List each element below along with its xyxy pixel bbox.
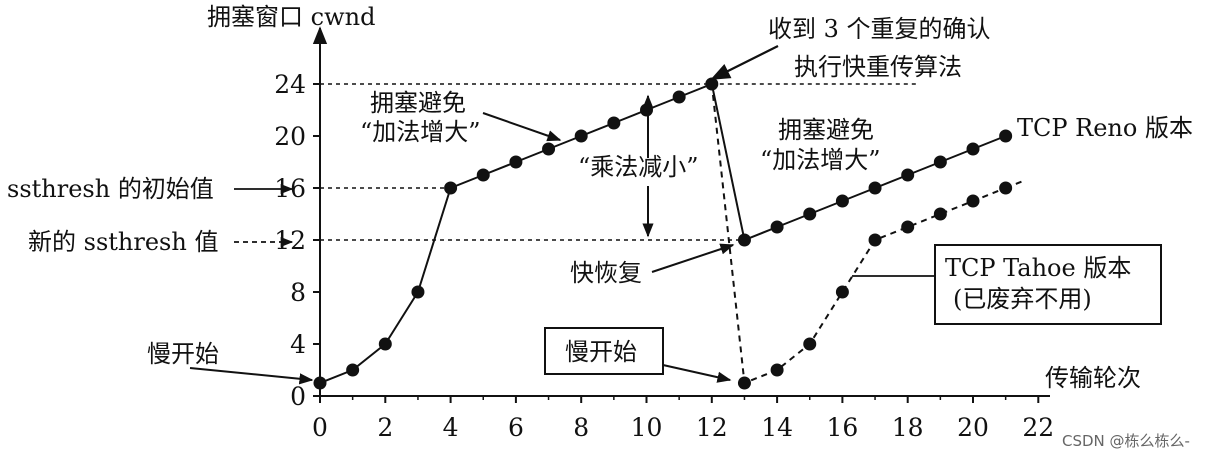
- data-point-reno: [574, 129, 588, 143]
- data-point-reno: [509, 155, 523, 169]
- data-point-reno: [672, 90, 686, 104]
- data-point-reno: [411, 285, 425, 299]
- annotation-ca-left-line2: “加法增大”: [360, 118, 481, 146]
- x-tick-label: 8: [573, 413, 589, 442]
- annotation-ssthresh-initial: ssthresh 的初始值: [7, 175, 214, 203]
- data-point-reno: [803, 207, 817, 221]
- x-tick-label: 0: [312, 413, 328, 442]
- x-tick-label: 20: [957, 413, 989, 442]
- x-tick-label: 16: [826, 413, 858, 442]
- annotation-triple-ack-line2: 执行快重传算法: [794, 53, 962, 81]
- data-point-reno: [770, 220, 784, 234]
- y-axis-title: 拥塞窗口 cwnd: [207, 3, 375, 31]
- watermark: CSDN @栋么栋么-: [1062, 432, 1190, 450]
- data-point-tahoe: [803, 337, 817, 351]
- y-tick-label: 0: [290, 382, 306, 411]
- data-point-reno: [901, 168, 915, 182]
- data-point-reno: [737, 233, 751, 247]
- annotation-mult-decrease: “乘法减小”: [578, 153, 699, 181]
- legend-box-tahoe: [934, 244, 1162, 325]
- x-tick-label: 22: [1022, 413, 1054, 442]
- data-point-tahoe: [901, 220, 915, 234]
- y-tick-label: 24: [274, 70, 306, 99]
- x-tick-label: 4: [443, 413, 459, 442]
- data-point-reno: [640, 103, 653, 117]
- x-tick-label: 2: [377, 413, 393, 442]
- y-tick-label: 12: [274, 226, 306, 255]
- data-point-reno: [607, 116, 621, 130]
- data-point-reno: [999, 129, 1013, 143]
- x-tick-label: 12: [696, 413, 728, 442]
- data-point-tahoe: [737, 376, 751, 390]
- data-point-tahoe: [835, 285, 849, 299]
- annotation-arrow-triple-ack: [710, 45, 779, 80]
- x-tick-label: 18: [892, 413, 924, 442]
- annotation-arrow-ca-left: [482, 112, 562, 142]
- annotation-slow-start-left: 慢开始: [147, 340, 219, 368]
- annotation-ca-right-line1: 拥塞避免: [778, 116, 874, 144]
- annotation-arrow-slow-start-box: [662, 364, 732, 383]
- data-point-reno: [444, 181, 458, 195]
- y-tick-label: 8: [290, 278, 306, 307]
- data-point-reno: [346, 363, 360, 377]
- series-line-tahoe: [710, 83, 1007, 385]
- data-point-tahoe: [933, 207, 947, 221]
- data-point-reno: [542, 142, 556, 156]
- data-point-reno: [933, 155, 947, 169]
- data-point-reno: [868, 181, 882, 195]
- annotation-ca-left-line1: 拥塞避免: [370, 89, 466, 117]
- data-point-tahoe: [770, 363, 784, 377]
- data-point-reno: [476, 168, 490, 182]
- x-tick-label: 14: [761, 413, 793, 442]
- series-line-reno: [319, 82, 1007, 384]
- annotation-arrow-slow-start-left: [189, 367, 314, 385]
- data-point-reno: [378, 337, 392, 351]
- data-point-reno: [313, 376, 327, 390]
- annotation-slow-start-box-frame: [544, 327, 664, 375]
- annotation-slow-start-box: 慢开始: [565, 338, 637, 366]
- x-axis-title: 传输轮次: [1045, 364, 1141, 392]
- annotation-ssthresh-new: 新的 ssthresh 值: [28, 228, 218, 256]
- annotation-ca-right-line2: “加法增大”: [760, 146, 881, 174]
- data-point-reno: [705, 77, 719, 91]
- y-tick-label: 20: [274, 122, 306, 151]
- legend-label-tahoe-line2: (已废弃不用): [953, 285, 1092, 313]
- y-tick-label: 4: [290, 330, 306, 359]
- legend-label-tahoe-line1: TCP Tahoe 版本: [945, 254, 1131, 282]
- data-point-tahoe: [966, 194, 980, 208]
- annotation-fast-recovery: 快恢复: [570, 259, 642, 287]
- annotation-triple-ack-line1: 收到 3 个重复的确认: [768, 15, 991, 43]
- x-tick-label: 6: [508, 413, 524, 442]
- annotation-arrow-fast-recovery: [651, 243, 735, 273]
- data-point-tahoe: [999, 181, 1013, 195]
- data-point-reno: [966, 142, 980, 156]
- x-tick-label: 10: [631, 413, 663, 442]
- legend-label-reno: TCP Reno 版本: [1017, 114, 1193, 142]
- data-point-reno: [835, 194, 849, 208]
- data-point-tahoe: [868, 233, 882, 247]
